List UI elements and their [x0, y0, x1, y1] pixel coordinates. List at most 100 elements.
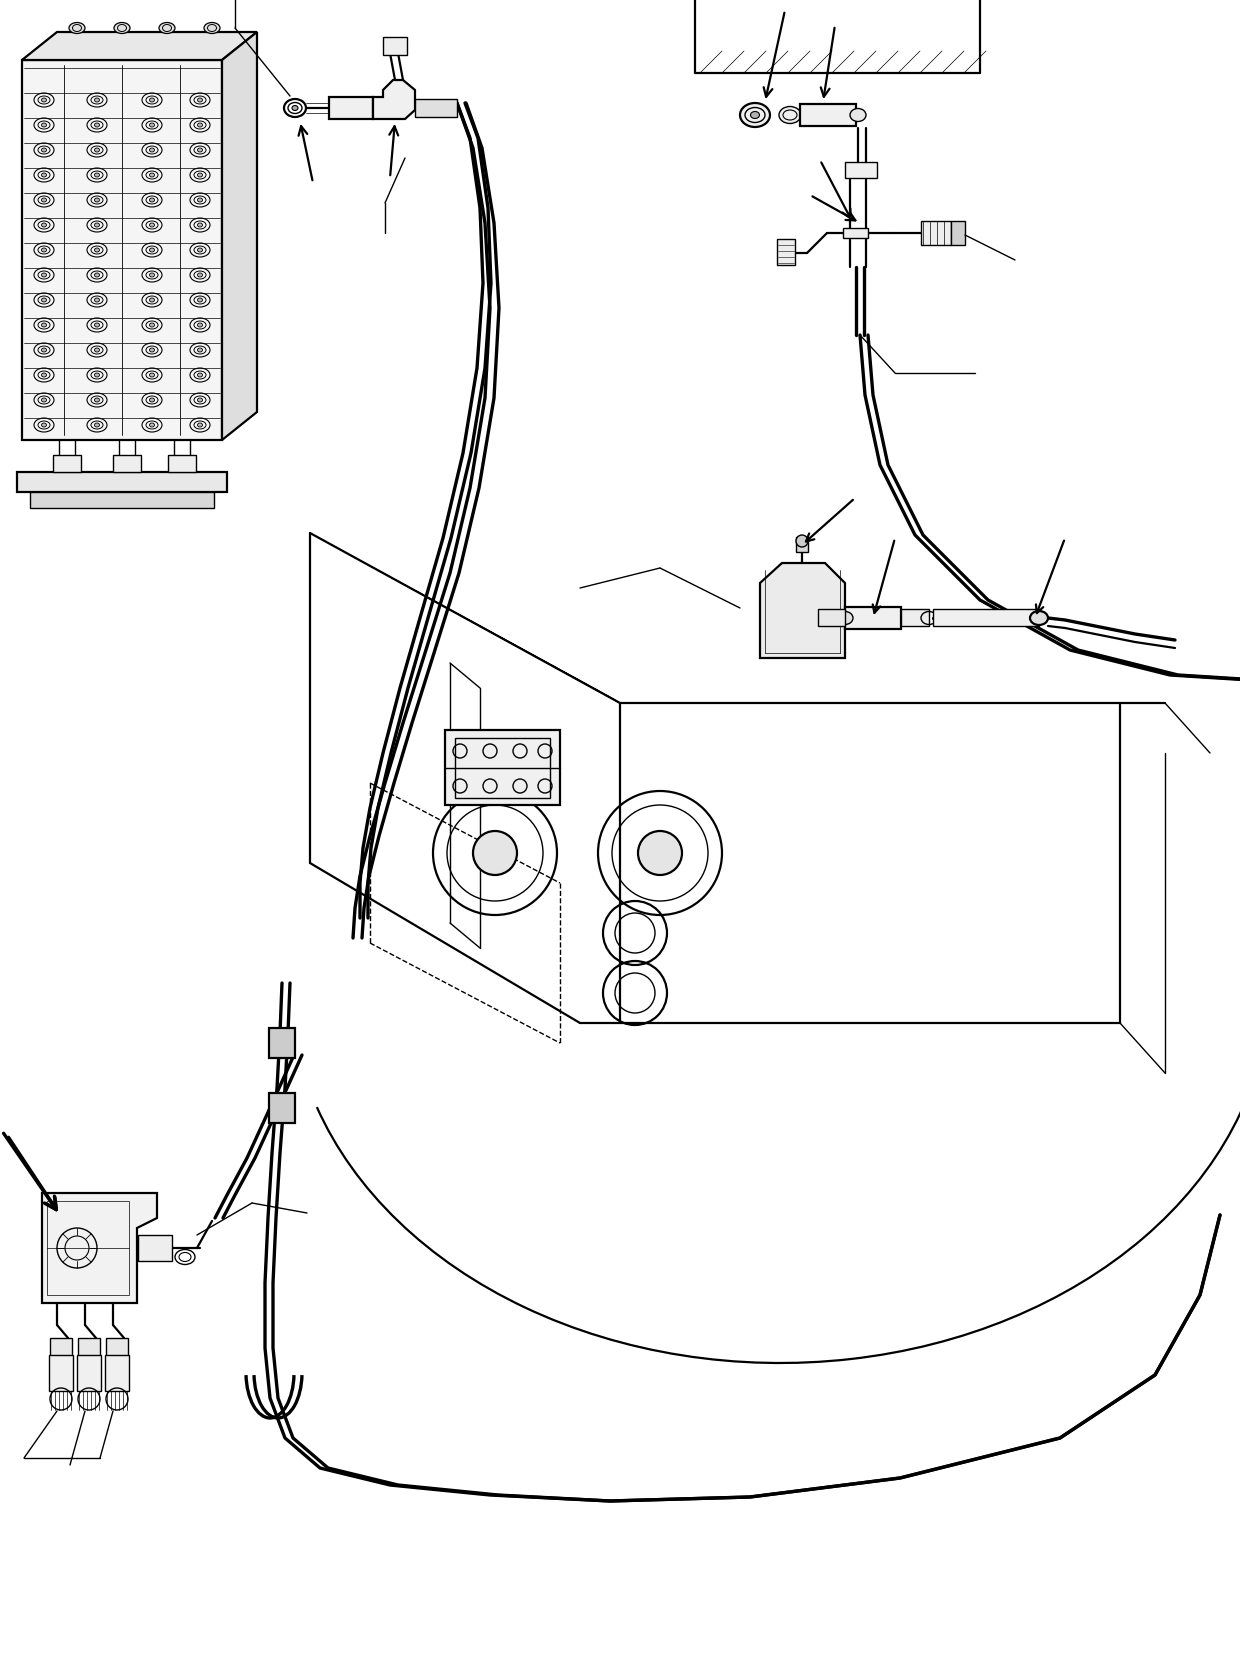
Ellipse shape [197, 373, 202, 378]
Ellipse shape [150, 223, 155, 228]
Ellipse shape [94, 148, 99, 151]
Polygon shape [222, 32, 257, 441]
Ellipse shape [94, 223, 99, 228]
Ellipse shape [150, 173, 155, 176]
Bar [932, 609, 1039, 625]
Bar [445, 730, 560, 805]
Ellipse shape [41, 173, 47, 176]
Polygon shape [373, 80, 415, 120]
Bar [921, 221, 951, 244]
Bar [30, 492, 215, 507]
Ellipse shape [41, 323, 47, 328]
Ellipse shape [159, 23, 175, 33]
Bar [78, 1339, 100, 1355]
Ellipse shape [150, 348, 155, 353]
Ellipse shape [94, 198, 99, 201]
Ellipse shape [197, 323, 202, 328]
Ellipse shape [41, 298, 47, 303]
Polygon shape [42, 1192, 157, 1304]
Circle shape [639, 832, 682, 875]
Ellipse shape [197, 422, 202, 427]
Ellipse shape [1030, 610, 1048, 625]
Ellipse shape [150, 298, 155, 303]
Bar [844, 607, 901, 629]
Polygon shape [22, 32, 257, 60]
Ellipse shape [197, 173, 202, 176]
Bar [329, 96, 373, 120]
Ellipse shape [197, 98, 202, 101]
Bar [800, 105, 856, 126]
Ellipse shape [94, 173, 99, 176]
Ellipse shape [94, 98, 99, 101]
Ellipse shape [150, 422, 155, 427]
Bar [77, 1355, 100, 1390]
Bar [901, 609, 929, 625]
Bar [17, 472, 227, 492]
Ellipse shape [41, 273, 47, 278]
Ellipse shape [150, 323, 155, 328]
Ellipse shape [41, 373, 47, 378]
Bar [105, 1339, 128, 1355]
Polygon shape [760, 564, 844, 659]
Ellipse shape [69, 23, 86, 33]
Ellipse shape [197, 298, 202, 303]
Ellipse shape [94, 323, 99, 328]
Ellipse shape [740, 103, 770, 126]
Ellipse shape [150, 373, 155, 378]
Ellipse shape [150, 148, 155, 151]
Bar [951, 221, 965, 244]
Ellipse shape [779, 106, 801, 123]
Bar [415, 100, 458, 116]
Ellipse shape [94, 422, 99, 427]
Bar [455, 738, 551, 798]
Bar [269, 1028, 295, 1058]
Ellipse shape [197, 123, 202, 126]
Bar [383, 37, 407, 55]
Ellipse shape [94, 298, 99, 303]
Polygon shape [22, 60, 222, 441]
Ellipse shape [197, 148, 202, 151]
Ellipse shape [150, 123, 155, 126]
Ellipse shape [94, 348, 99, 353]
Ellipse shape [197, 348, 202, 353]
Ellipse shape [197, 223, 202, 228]
Bar [796, 537, 808, 552]
Ellipse shape [94, 273, 99, 278]
Ellipse shape [41, 148, 47, 151]
Ellipse shape [41, 248, 47, 253]
Ellipse shape [94, 397, 99, 402]
Ellipse shape [150, 273, 155, 278]
Ellipse shape [291, 105, 298, 110]
Bar [269, 1093, 295, 1123]
Ellipse shape [94, 248, 99, 253]
Bar [53, 456, 81, 472]
Bar [47, 1201, 129, 1295]
Bar [843, 228, 868, 238]
Ellipse shape [94, 373, 99, 378]
Bar [50, 1355, 73, 1390]
Bar [105, 1355, 129, 1390]
Bar [844, 161, 877, 178]
Ellipse shape [150, 198, 155, 201]
Ellipse shape [837, 612, 853, 625]
Ellipse shape [150, 98, 155, 101]
Ellipse shape [41, 198, 47, 201]
Ellipse shape [849, 108, 866, 121]
Circle shape [472, 832, 517, 875]
Bar [777, 239, 795, 264]
Ellipse shape [41, 98, 47, 101]
Bar [167, 456, 196, 472]
Ellipse shape [41, 223, 47, 228]
Ellipse shape [150, 397, 155, 402]
Ellipse shape [150, 248, 155, 253]
Ellipse shape [197, 397, 202, 402]
Circle shape [796, 535, 808, 547]
Ellipse shape [197, 273, 202, 278]
Bar [113, 456, 141, 472]
Ellipse shape [197, 198, 202, 201]
Ellipse shape [750, 111, 759, 118]
Ellipse shape [205, 23, 219, 33]
Ellipse shape [94, 123, 99, 126]
Ellipse shape [41, 123, 47, 126]
Ellipse shape [41, 422, 47, 427]
